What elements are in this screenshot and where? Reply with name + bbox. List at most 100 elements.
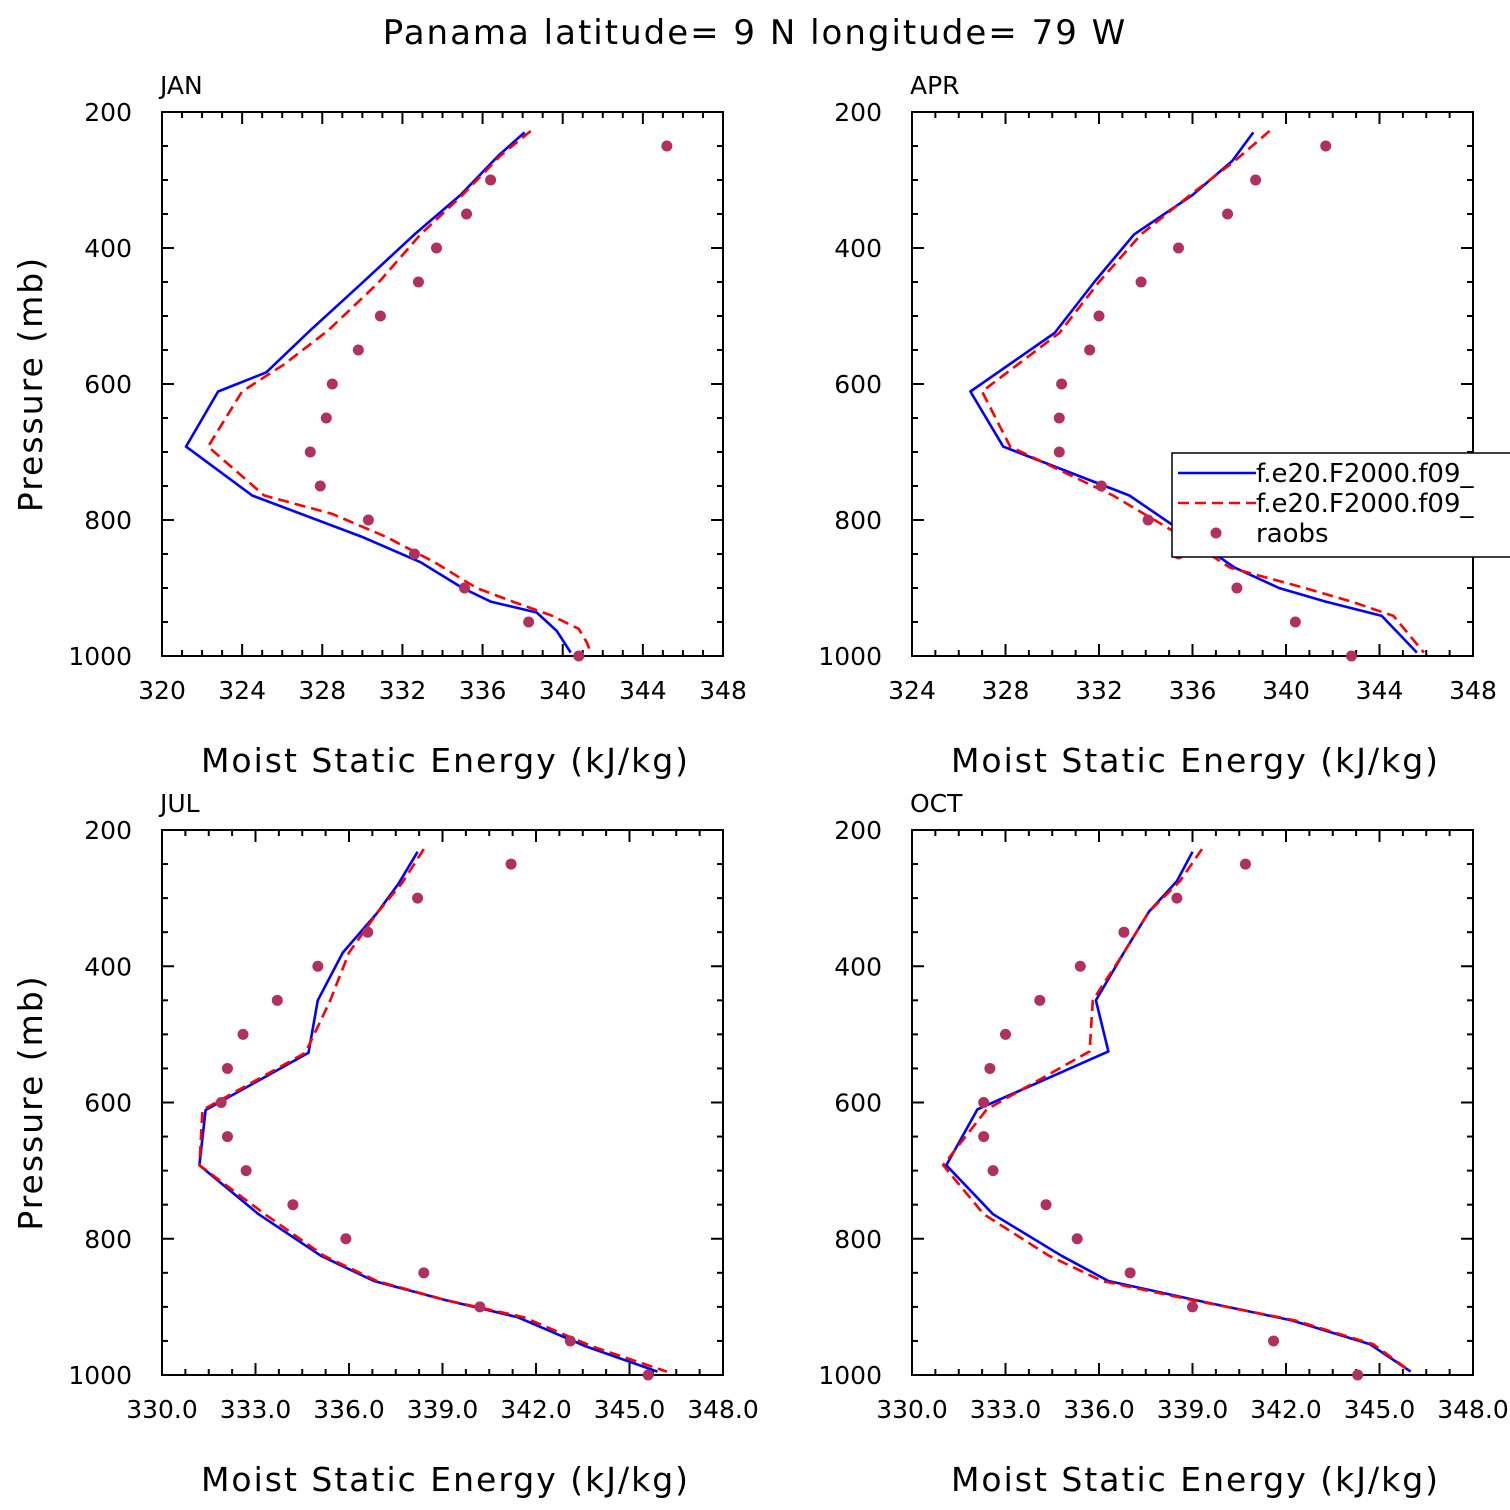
raobs-point bbox=[1268, 1335, 1280, 1347]
x-tick-label: 324 bbox=[218, 676, 266, 705]
raobs-point bbox=[1093, 310, 1105, 322]
legend-marker-raobs bbox=[1210, 527, 1222, 539]
raobs-point bbox=[287, 1199, 299, 1211]
x-axis-label: Moist Static Energy (kJ/kg) bbox=[951, 1460, 1440, 1499]
y-tick-label: 800 bbox=[834, 506, 882, 535]
raobs-point bbox=[461, 208, 473, 220]
raobs-point bbox=[1056, 378, 1068, 390]
y-tick-label: 400 bbox=[834, 952, 882, 981]
x-tick-label: 332 bbox=[1075, 676, 1123, 705]
legend-label: f.e20.F2000.f09_ bbox=[1256, 489, 1474, 519]
x-tick-label: 333.0 bbox=[970, 1395, 1042, 1424]
x-tick-label: 348.0 bbox=[687, 1395, 759, 1424]
x-tick-label: 336 bbox=[1169, 676, 1217, 705]
raobs-point bbox=[1289, 616, 1301, 628]
y-axis-label: Pressure (mb) bbox=[11, 974, 50, 1230]
raobs-point bbox=[1352, 1369, 1364, 1381]
raobs-point bbox=[1040, 1199, 1052, 1211]
raobs-point bbox=[221, 1131, 233, 1143]
panel-apr: APR 324 328 332 336 340 344 348 200 400 600 800 1000… bbox=[818, 71, 1496, 780]
y-tick-label: 600 bbox=[84, 370, 132, 399]
y-tick-label: 800 bbox=[84, 1225, 132, 1254]
x-tick-label: 348.0 bbox=[1437, 1395, 1509, 1424]
y-tick-label: 400 bbox=[834, 234, 882, 263]
panel-label: JAN bbox=[158, 71, 203, 100]
raobs-point bbox=[215, 1097, 227, 1108]
legend: f.e20.F2000.f09_f.e20.F2000.f09_raobs bbox=[1171, 452, 1510, 558]
panels: JAN 320 324 328 332 336 340 344 348 200 400 600 800 1… bbox=[11, 71, 1509, 1499]
raobs-point bbox=[1345, 650, 1357, 662]
model-line-dashed bbox=[941, 848, 1412, 1373]
panel-oct: OCT 330.0 333.0 336.0 339.0 342.0 345.0 348.0 20… bbox=[818, 789, 1508, 1499]
plot-frame bbox=[161, 829, 724, 1376]
x-tick-label: 336.0 bbox=[1063, 1395, 1135, 1424]
x-tick-label: 336 bbox=[459, 676, 507, 705]
model-line-solid bbox=[198, 851, 658, 1373]
raobs-point bbox=[1071, 1233, 1083, 1245]
x-tick-label: 340 bbox=[1262, 676, 1310, 705]
figure-title: Panama latitude= 9 N longitude= 79 W bbox=[383, 13, 1128, 53]
raobs-point bbox=[340, 1233, 352, 1245]
raobs-point bbox=[312, 960, 324, 972]
x-tick-label: 342.0 bbox=[1250, 1395, 1322, 1424]
raobs-point bbox=[1142, 514, 1154, 526]
y-tick-label: 800 bbox=[834, 1225, 882, 1254]
model-line-dashed bbox=[980, 130, 1425, 654]
raobs-point bbox=[412, 276, 424, 288]
raobs-point bbox=[314, 480, 326, 492]
raobs-point bbox=[1231, 582, 1243, 594]
raobs-point bbox=[459, 582, 471, 594]
model-line-solid bbox=[184, 131, 572, 654]
raobs-point bbox=[352, 344, 364, 356]
x-tick-label: 333.0 bbox=[220, 1395, 292, 1424]
raobs-point bbox=[987, 1165, 999, 1177]
raobs-point bbox=[1053, 412, 1065, 424]
x-tick-label: 328 bbox=[298, 676, 346, 705]
legend-box bbox=[1171, 452, 1510, 558]
x-tick-label: 330.0 bbox=[876, 1395, 948, 1424]
y-tick-label: 1000 bbox=[68, 642, 132, 671]
raobs-point bbox=[564, 1335, 576, 1347]
raobs-point bbox=[240, 1165, 252, 1177]
raobs-point bbox=[505, 858, 517, 870]
raobs-point bbox=[1034, 994, 1046, 1006]
raobs-point bbox=[326, 378, 338, 390]
raobs-point bbox=[1250, 174, 1262, 186]
x-tick-label: 344 bbox=[1356, 676, 1404, 705]
y-tick-label: 400 bbox=[84, 952, 132, 981]
x-tick-label: 320 bbox=[138, 676, 186, 705]
x-axis-label: Moist Static Energy (kJ/kg) bbox=[201, 1460, 690, 1499]
raobs-point bbox=[1222, 208, 1234, 220]
y-tick-label: 200 bbox=[84, 98, 132, 127]
y-tick-label: 400 bbox=[84, 234, 132, 263]
y-tick-label: 800 bbox=[84, 506, 132, 535]
raobs-point bbox=[1171, 892, 1183, 904]
y-tick-label: 1000 bbox=[818, 1361, 882, 1390]
x-tick-label: 345.0 bbox=[594, 1395, 666, 1424]
x-axis-label: Moist Static Energy (kJ/kg) bbox=[951, 741, 1440, 780]
legend-label: raobs bbox=[1256, 519, 1329, 549]
raobs-point bbox=[1172, 242, 1184, 254]
raobs-point bbox=[573, 650, 585, 662]
x-tick-label: 328 bbox=[982, 676, 1030, 705]
raobs-point bbox=[1074, 960, 1086, 972]
raobs-point bbox=[1187, 1301, 1198, 1313]
raobs-point bbox=[661, 140, 673, 152]
panel-jul: JUL 330.0 333.0 336.0 339.0 342.0 345.0 348.0 20… bbox=[11, 789, 759, 1499]
raobs-point bbox=[1239, 858, 1251, 870]
x-axis-label: Moist Static Energy (kJ/kg) bbox=[201, 741, 690, 780]
x-tick-label: 344 bbox=[619, 676, 667, 705]
raobs-point bbox=[362, 926, 374, 938]
x-tick-label: 339.0 bbox=[407, 1395, 479, 1424]
x-tick-label: 348 bbox=[699, 676, 747, 705]
raobs-point bbox=[418, 1267, 430, 1279]
panel-label: OCT bbox=[910, 789, 963, 818]
y-axis-label: Pressure (mb) bbox=[11, 256, 50, 512]
raobs-point bbox=[221, 1062, 233, 1074]
raobs-point bbox=[1124, 1267, 1136, 1279]
x-tick-label: 324 bbox=[888, 676, 936, 705]
raobs-point bbox=[408, 548, 420, 560]
raobs-point bbox=[642, 1369, 654, 1381]
x-tick-label: 336.0 bbox=[313, 1395, 385, 1424]
